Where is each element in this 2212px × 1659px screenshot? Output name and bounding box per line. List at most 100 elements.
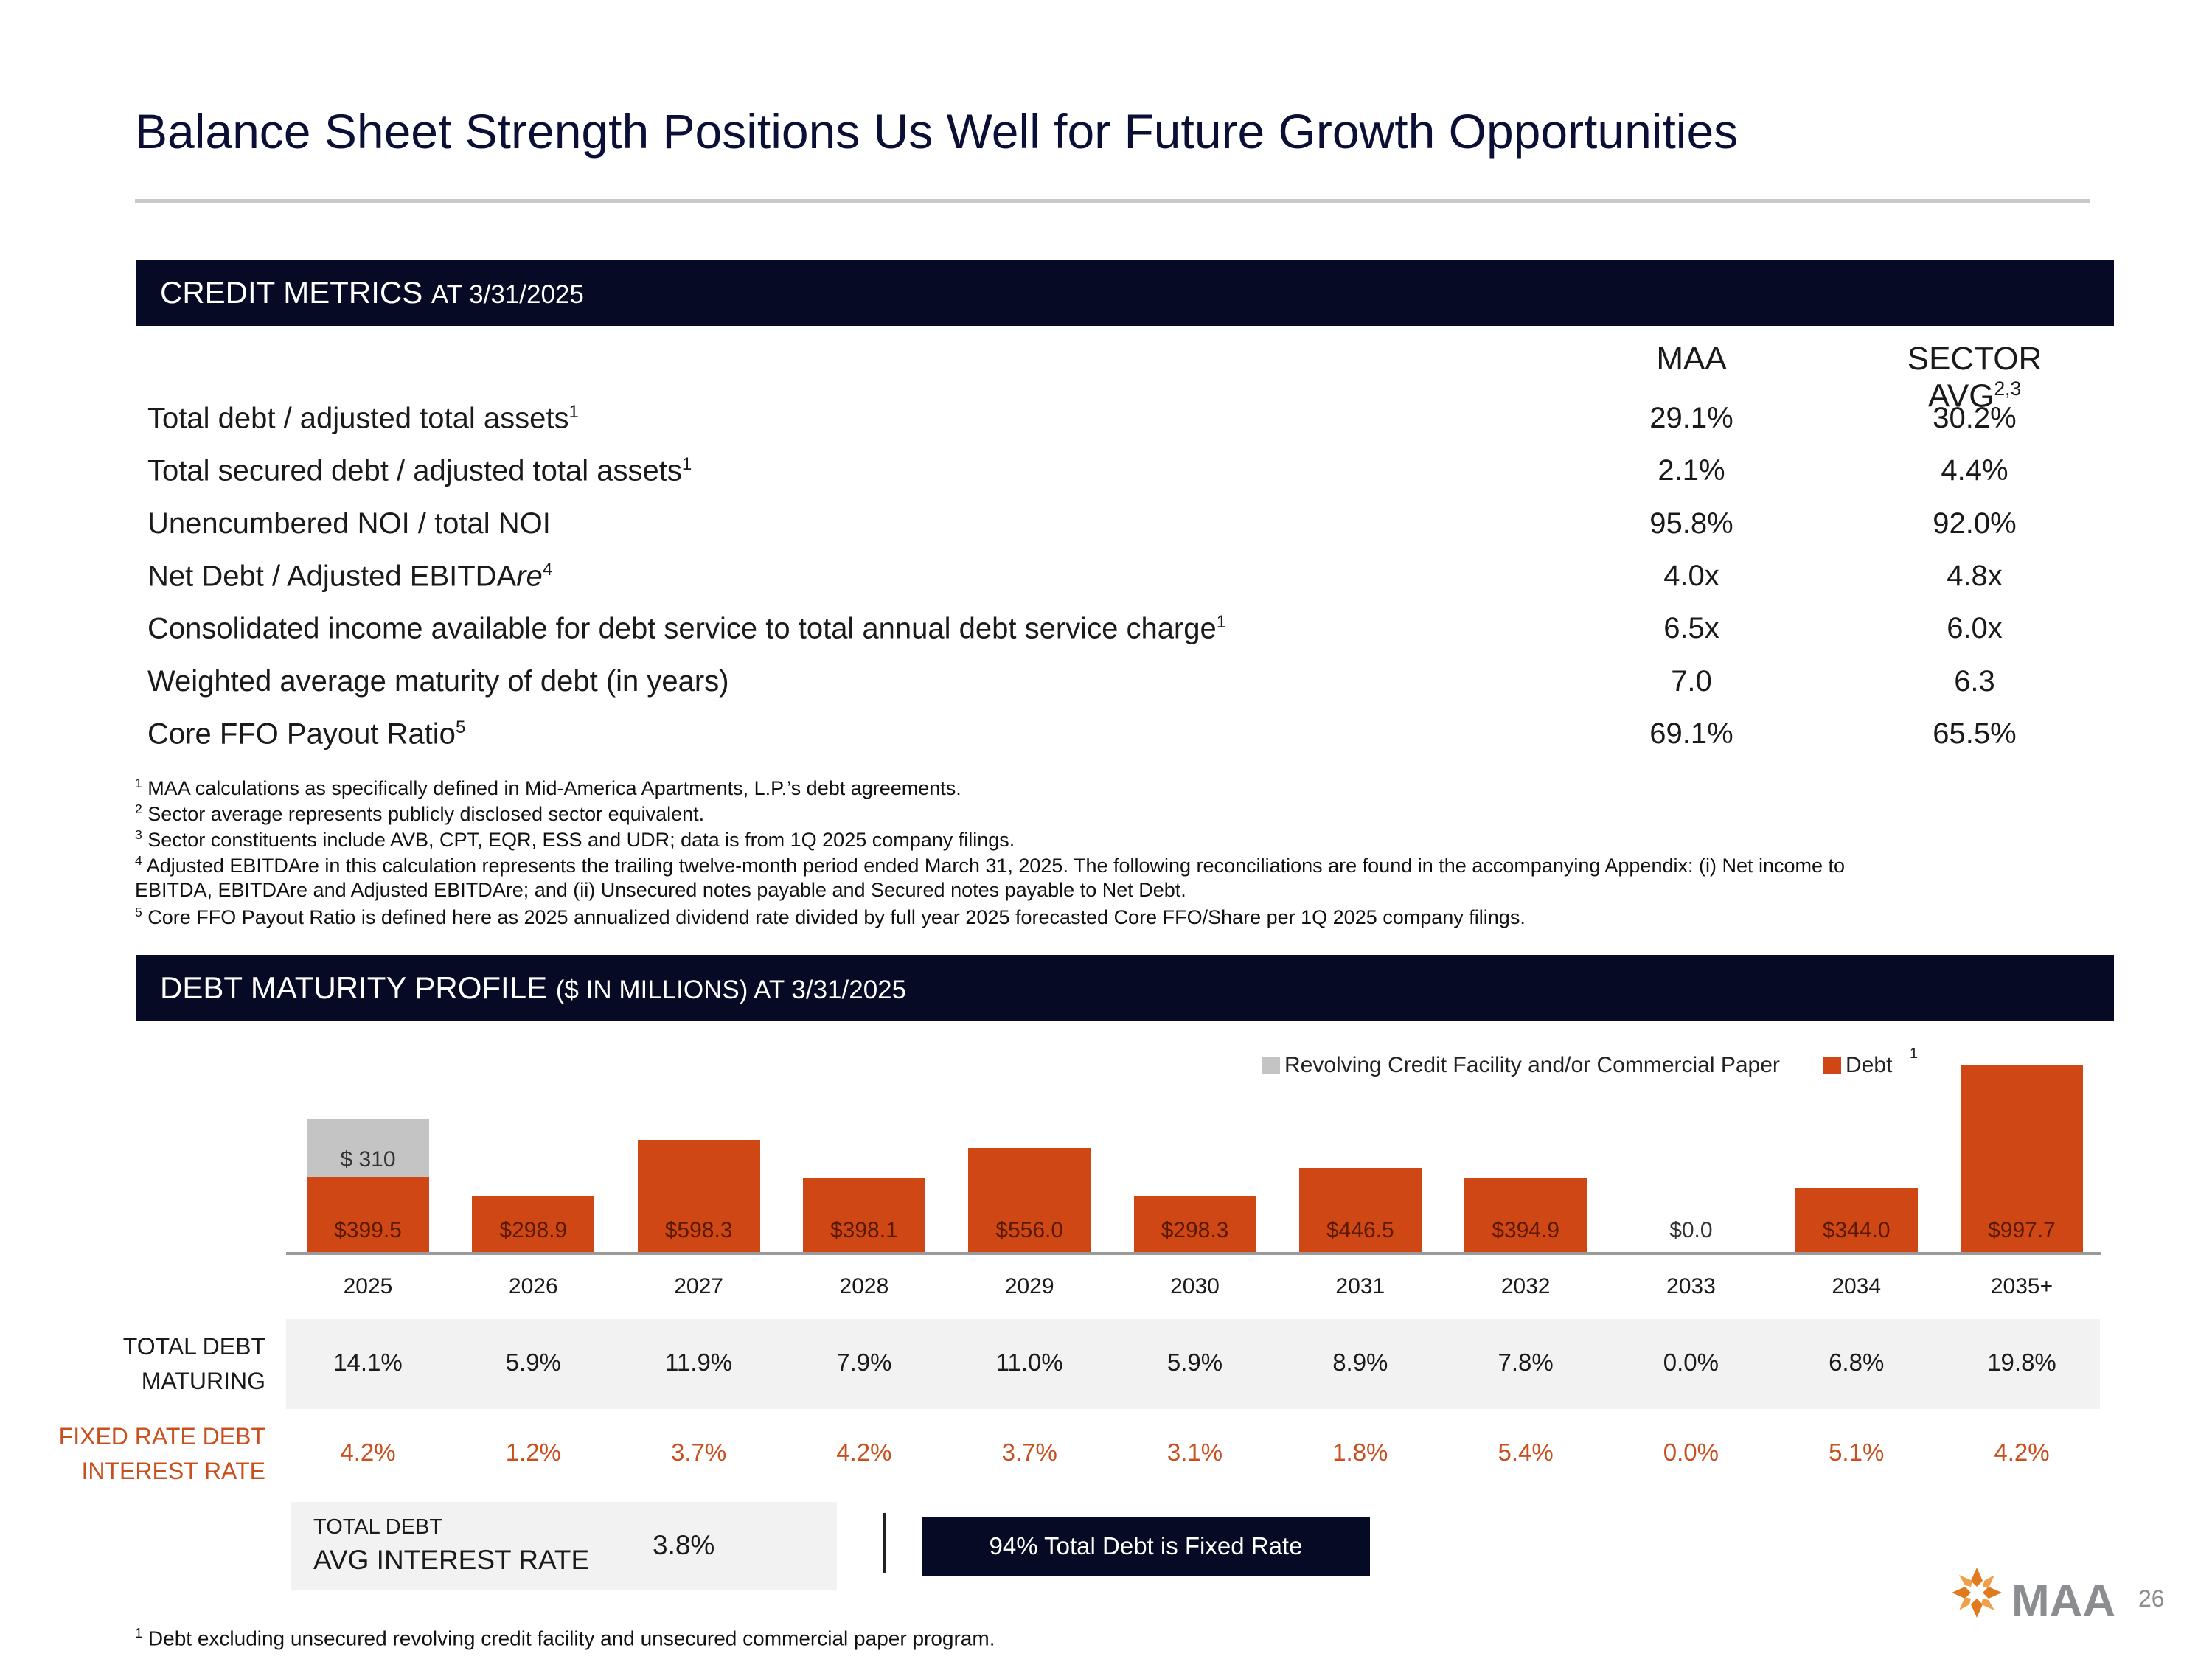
footnote-text: EBITDA, EBITDAre and Adjusted EBITDAre; … [135,879,1186,901]
legend-debt-sup: 1 [1910,1046,1919,1062]
total-debt-maturing-value: 5.9% [505,1349,561,1376]
fixed-rate-value: 3.7% [1001,1439,1057,1466]
metric-label: Total debt / adjusted total assets1 [147,402,579,435]
legend-swatch-revolver [1262,1057,1280,1074]
debt-bar [1795,1187,1918,1252]
footnote-text: Adjusted EBITDAre in this calculation re… [142,855,1846,877]
total-debt-maturing-value: 5.9% [1166,1349,1223,1376]
total-debt-maturing-value: 19.8% [1987,1349,2056,1376]
metric-label: Total secured debt / adjusted total asse… [147,454,692,487]
year-tick-label: 2035+ [1990,1274,2053,1298]
total-debt-maturing-value: 7.9% [836,1349,892,1376]
footnote-num: 5 [135,905,142,919]
debt-bar [968,1147,1091,1252]
fixed-rate-value: 0.0% [1663,1439,1719,1466]
total-debt-maturing-label-line1: TOTAL DEBT [122,1333,265,1360]
year-tick-label: 2028 [839,1274,889,1298]
legend-label-debt: Debt [1846,1053,1893,1077]
debt-bar [802,1177,925,1252]
debt-bar-label: $298.9 [499,1218,568,1242]
avg-interest-label-line2: AVG INTEREST RATE [313,1545,590,1575]
metric-label-text: Net Debt / Adjusted EBITDA [147,560,517,593]
footnote: 5 Core FFO Payout Ratio is defined here … [135,905,1526,929]
metric-label-italic: re [516,560,543,593]
debt-bar [637,1139,760,1252]
fixed-rate-value: 4.2% [836,1439,892,1466]
metric-label: Core FFO Payout Ratio5 [147,717,465,751]
fixed-rate-box: 94% Total Debt is Fixed Rate [922,1517,1370,1576]
debt-bar [472,1195,595,1252]
total-debt-maturing-value: 7.8% [1498,1349,1554,1376]
year-tick-label: 2030 [1170,1274,1220,1298]
maa-logo-icon [1952,1568,2002,1618]
total-debt-maturing-value: 11.0% [995,1349,1063,1376]
metric-label-text: Unencumbered NOI / total NOI [147,507,551,540]
revolver-bar [307,1119,429,1178]
title-divider [135,199,2090,203]
col-header-maa: MAA [1656,341,1727,377]
total-debt-maturing-label: TOTAL DEBT MATURING [123,1329,265,1399]
page-title: Balance Sheet Strength Positions Us Well… [135,104,1739,159]
legend-label-revolver: Revolving Credit Facility and/or Commerc… [1284,1053,1780,1077]
total-debt-maturing-band [286,1319,2100,1409]
debt-maturity-title: DEBT MATURITY PROFILE [160,970,548,1005]
metric-label-text: Weighted average maturity of debt (in ye… [147,665,729,698]
fixed-rate-value: 5.1% [1829,1439,1885,1466]
footnote: 1 MAA calculations as specifically defin… [135,776,961,800]
footnote-num: 4 [135,853,142,868]
year-tick-label: 2031 [1335,1274,1385,1298]
metric-value-sector: 30.2% [1933,402,2017,434]
footnote: 3 Sector constituents include AVB, CPT, … [135,827,1015,852]
debt-bar-label: $298.3 [1161,1218,1229,1242]
footnote-text: Sector constituents include AVB, CPT, EQ… [142,829,1015,851]
credit-metrics-header: CREDIT METRICS AT 3/31/2025 [136,260,2114,326]
metric-label: Weighted average maturity of debt (in ye… [147,665,729,698]
fixed-rate-label: FIXED RATE DEBT INTEREST RATE [59,1419,265,1489]
total-debt-maturing-value: 0.0% [1663,1349,1719,1376]
metric-value-sector: 4.4% [1941,454,2008,487]
metric-value-maa: 4.0x [1663,560,1719,592]
legend-swatch-debt [1823,1057,1841,1074]
fixed-rate-value: 1.2% [505,1439,561,1466]
metric-label-text: Total debt / adjusted total assets [147,402,569,435]
total-debt-maturing-label-line2: MATURING [141,1368,265,1394]
footnote-num: 3 [135,827,142,842]
fixed-rate-label-line2: INTEREST RATE [81,1458,265,1484]
footnote-num: 2 [135,801,142,816]
year-tick-label: 2033 [1666,1274,1716,1298]
metric-label-sup: 1 [681,454,692,474]
metric-value-maa: 6.5x [1663,612,1719,644]
bottom-footnote-text: Debt excluding unsecured revolving credi… [142,1627,995,1650]
fixed-rate-value: 5.4% [1498,1439,1554,1466]
col-header-sector: SECTOR AVG2,3 [1864,341,2085,415]
debt-bar-label: $997.7 [1988,1218,2056,1242]
col-header-sector-sup: 2,3 [1994,378,2022,400]
footnote-text: MAA calculations as specifically defined… [142,777,961,799]
footnote: EBITDA, EBITDAre and Adjusted EBITDAre; … [135,879,1186,902]
avg-interest-value: 3.8% [653,1530,715,1560]
debt-bar-label: $446.5 [1326,1218,1394,1242]
metric-label-sup: 5 [455,717,466,737]
maa-logo-text: MAA [2011,1576,2116,1627]
debt-bar [1298,1168,1422,1252]
metric-value-maa: 7.0 [1671,665,1712,698]
metric-value-sector: 6.3 [1954,665,1995,698]
debt-bar [1961,1065,2083,1252]
metric-value-maa: 29.1% [1649,402,1733,434]
separator-line [883,1513,886,1573]
debt-maturity-subtitle: ($ IN MILLIONS) AT 3/31/2025 [555,975,907,1004]
chart-baseline [286,1252,2101,1255]
year-tick-label: 2026 [508,1274,558,1298]
avg-interest-box: TOTAL DEBT AVG INTEREST RATE 3.8% [291,1502,837,1590]
debt-bar-label: $556.0 [995,1218,1064,1242]
year-tick-label: 2034 [1832,1274,1882,1298]
fixed-rate-value: 4.2% [1994,1439,2050,1466]
metric-value-sector: 4.8x [1947,560,2003,592]
debt-bar-label: $598.3 [664,1218,733,1242]
footnote-text: Core FFO Payout Ratio is defined here as… [142,906,1526,928]
year-tick-label: 2027 [674,1274,723,1298]
debt-bar-label: $0.0 [1669,1218,1713,1242]
debt-bar [1464,1178,1587,1252]
total-debt-maturing-value: 14.1% [333,1349,403,1376]
page-number: 26 [2138,1585,2165,1612]
